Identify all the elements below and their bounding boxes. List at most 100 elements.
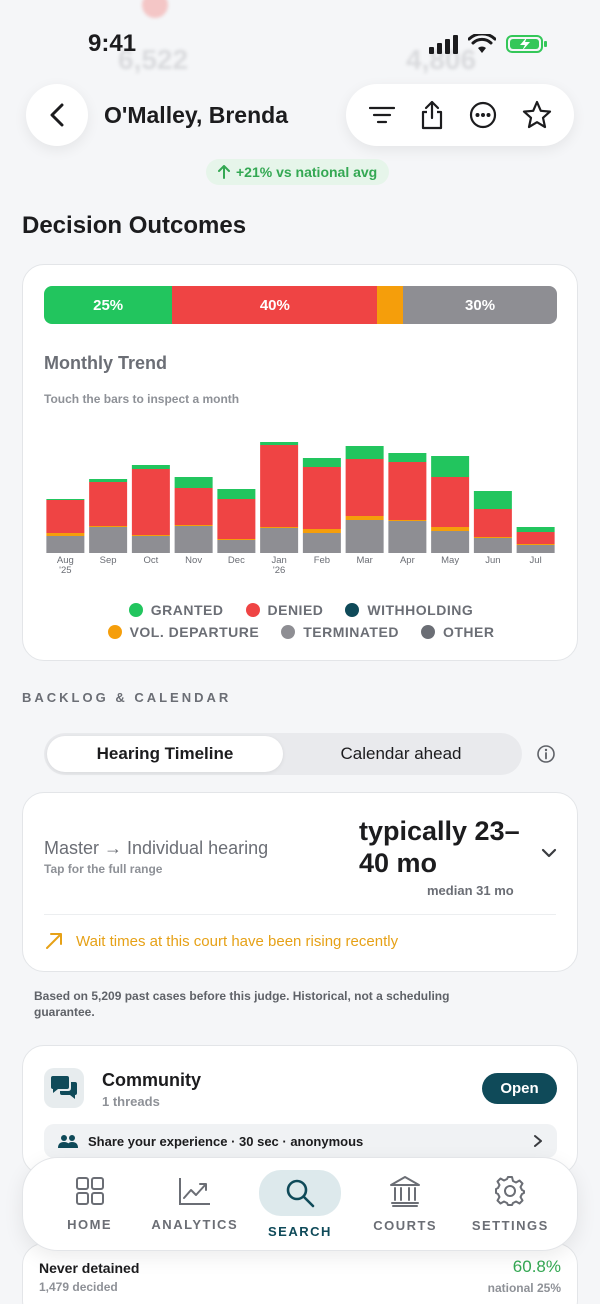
bar-vol-departure-1[interactable]	[89, 526, 128, 527]
bar-other-4[interactable]	[217, 540, 256, 553]
bar-other-8[interactable]	[388, 521, 427, 553]
ghost-stat-left: 6,522	[118, 44, 189, 75]
bar-granted-6[interactable]	[302, 458, 341, 467]
backlog-section-label: BACKLOG & CALENDAR	[22, 690, 232, 705]
bar-other-7[interactable]	[345, 520, 384, 553]
legend-dot	[281, 625, 296, 639]
search-icon	[258, 1169, 341, 1216]
chat-bubbles-icon	[44, 1068, 84, 1108]
bar-granted-2[interactable]	[131, 465, 170, 469]
legend-label: TERMINATED	[303, 624, 399, 640]
tab-calendar-ahead[interactable]: Calendar ahead	[340, 744, 462, 763]
outcome-share-bar[interactable]: 25% 40% 30%	[44, 286, 557, 324]
filter-icon[interactable]	[368, 105, 395, 125]
legend-label: DENIED	[267, 602, 324, 618]
bar-vol-departure-8[interactable]	[388, 520, 427, 521]
share-icon[interactable]	[420, 100, 444, 130]
bar-vol-departure-2[interactable]	[131, 535, 170, 536]
bar-denied-4[interactable]	[217, 499, 256, 539]
backlog-footnote: Based on 5,209 past cases before this ju…	[34, 989, 450, 1019]
bar-vol-departure-9[interactable]	[431, 527, 470, 531]
x-tick-label: Apr	[400, 555, 415, 566]
bar-denied-1[interactable]	[89, 482, 128, 526]
tab-search[interactable]: SEARCH	[252, 1169, 348, 1239]
tab-settings[interactable]: SETTINGS	[462, 1175, 558, 1233]
detention-percent: 60.8%	[512, 1257, 561, 1276]
bar-granted-9[interactable]	[431, 456, 470, 477]
trend-title: Monthly Trend	[44, 353, 167, 373]
wifi-icon	[468, 34, 496, 53]
bar-denied-7[interactable]	[345, 459, 384, 516]
tab-courts[interactable]: COURTS	[357, 1175, 453, 1233]
chevron-down-icon[interactable]	[541, 847, 557, 859]
share-experience-row[interactable]: Share your experience · 30 sec · anonymo…	[44, 1124, 557, 1158]
bar-other-6[interactable]	[302, 533, 341, 553]
x-tick-label: Sep	[100, 555, 117, 566]
bar-denied-6[interactable]	[302, 467, 341, 529]
info-icon[interactable]	[536, 744, 556, 764]
backlog-segmented-control: Hearing Timeline Calendar ahead	[44, 733, 522, 775]
community-card: Community 1 threads Open Share your expe…	[22, 1045, 578, 1175]
detention-stat-card[interactable]: Never detained 1,479 decided 60.8% natio…	[22, 1243, 578, 1304]
bar-denied-3[interactable]	[174, 488, 213, 525]
star-icon[interactable]	[522, 100, 552, 130]
grid-icon	[75, 1176, 105, 1209]
tab-analytics[interactable]: ANALYTICS	[147, 1176, 243, 1232]
bar-other-11[interactable]	[516, 545, 555, 553]
bar-vol-departure-5[interactable]	[260, 527, 299, 528]
tab-home[interactable]: HOME	[42, 1176, 138, 1232]
x-tick-label: May	[441, 555, 459, 566]
bar-vol-departure-7[interactable]	[345, 516, 384, 520]
bar-denied-5[interactable]	[260, 445, 299, 527]
hearing-timeline-card[interactable]: Master → Individual hearing Tap for the …	[22, 792, 578, 972]
page-title: O'Malley, Brenda	[104, 102, 288, 128]
more-icon[interactable]	[469, 101, 497, 129]
tab-hearing-timeline[interactable]: Hearing Timeline	[47, 736, 283, 772]
ghost-stat-dot	[142, 0, 168, 18]
bar-denied-10[interactable]	[473, 509, 512, 537]
courthouse-icon	[389, 1175, 421, 1210]
bar-granted-0[interactable]	[46, 499, 85, 500]
bar-vol-departure-11[interactable]	[516, 544, 555, 545]
status-bar: 9:41	[0, 0, 600, 80]
bar-granted-8[interactable]	[388, 453, 427, 462]
open-community-button[interactable]: Open	[482, 1073, 557, 1104]
x-tick-label: Aug	[57, 555, 74, 566]
bar-granted-7[interactable]	[345, 446, 384, 459]
bar-granted-10[interactable]	[473, 491, 512, 509]
bar-granted-11[interactable]	[516, 527, 555, 532]
hearing-median: median 31 mo	[427, 883, 514, 898]
bar-vol-departure-3[interactable]	[174, 525, 213, 526]
bar-other-0[interactable]	[46, 536, 85, 553]
bar-other-9[interactable]	[431, 531, 470, 553]
gear-icon	[494, 1175, 526, 1210]
bar-other-5[interactable]	[260, 528, 299, 553]
bar-vol-departure-6[interactable]	[302, 529, 341, 533]
bar-granted-4[interactable]	[217, 489, 256, 499]
legend-vol-departure: VOL. DEPARTURE	[107, 624, 260, 640]
bar-vol-departure-0[interactable]	[46, 533, 85, 536]
bar-other-3[interactable]	[174, 526, 213, 553]
bar-denied-0[interactable]	[46, 500, 85, 533]
bar-vol-departure-4[interactable]	[217, 539, 256, 540]
bar-vol-departure-10[interactable]	[473, 537, 512, 538]
detention-decided: 1,479 decided	[39, 1280, 118, 1294]
bar-granted-3[interactable]	[174, 477, 213, 488]
divider	[44, 914, 556, 915]
bar-other-2[interactable]	[131, 536, 170, 553]
monthly-trend-chart[interactable]: Aug'25 Sep Oct Nov Dec Jan'26 Feb Mar Apr May Jun J…	[23, 405, 579, 575]
bar-denied-11[interactable]	[516, 532, 555, 544]
decision-outcomes-card: 25% 40% 30% Monthly Trend Touch the bars…	[22, 264, 578, 661]
share-vol-departure	[377, 286, 404, 324]
bar-other-1[interactable]	[89, 527, 128, 553]
bar-granted-5[interactable]	[260, 442, 299, 445]
nav-actions	[346, 84, 574, 146]
bar-denied-8[interactable]	[388, 462, 427, 520]
back-button[interactable]	[26, 84, 88, 146]
bar-other-10[interactable]	[473, 538, 512, 553]
detention-national: national 25%	[487, 1281, 561, 1295]
bar-denied-9[interactable]	[431, 477, 470, 527]
bar-granted-1[interactable]	[89, 479, 128, 482]
bar-denied-2[interactable]	[131, 469, 170, 535]
legend-dot	[345, 603, 360, 617]
